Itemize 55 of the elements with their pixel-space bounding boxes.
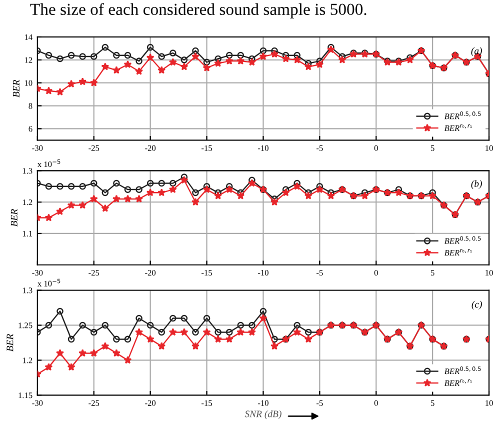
annotation: (c) [472, 300, 482, 310]
legend-label: BER$^{r₀,r₁}$ [444, 379, 472, 386]
x-tick-label: -20 [145, 145, 156, 151]
x-axis-title: SNR (dB) [244, 410, 282, 420]
x-tick-label: -30 [32, 145, 43, 151]
y-axis-title: BER [6, 334, 14, 352]
y-tick-label: 1.25 [18, 322, 32, 328]
x-tick-label: -20 [145, 270, 156, 276]
x-tick-label: -5 [316, 270, 323, 276]
x-tick-label: 5 [430, 145, 434, 151]
legend-label: BER$^{0.5,0.5}$ [444, 112, 481, 120]
legend-label: BER$^{r₀,r₁}$ [444, 124, 472, 131]
legend-label: BER$^{r₀,r₁}$ [444, 249, 472, 256]
x-tick-label: -10 [258, 145, 268, 151]
y-tick-label: 8 [28, 103, 32, 109]
x-tick-label: -15 [202, 400, 212, 406]
x-tick-label: 10 [486, 270, 493, 276]
y-tick-label: 1.3 [22, 168, 32, 174]
x-tick-label: -30 [32, 270, 43, 276]
x-tick-label: -10 [258, 270, 268, 276]
x-tick-label: -25 [88, 145, 100, 151]
legend-label: BER$^{0.5,0.5}$ [444, 366, 481, 374]
y-tick-label: 1.1 [22, 230, 32, 236]
y-tick-label: 14 [24, 34, 32, 40]
y-tick-label: 1.2 [22, 358, 32, 364]
y-axis-title: BER [13, 80, 20, 98]
text: x 10$^{−5}$ [38, 160, 60, 168]
x-tick-label: 10 [486, 400, 493, 406]
legend-label: BER$^{0.5,0.5}$ [444, 236, 481, 244]
x-tick-label: 0 [374, 145, 378, 151]
x-tick-label: -25 [88, 270, 100, 276]
y-tick-label: 1.3 [22, 288, 32, 294]
annotation: (b) [471, 180, 482, 189]
x-tick-label: -20 [145, 400, 156, 406]
y-tick-label: 1.15 [18, 392, 32, 398]
x-tick-label: -30 [32, 400, 43, 406]
y-tick-label: 12 [24, 57, 32, 63]
x-tick-label: 0 [374, 270, 378, 276]
y-tick-label: 10 [24, 80, 32, 86]
x-tick-label: 10 [486, 145, 493, 151]
text: x 10$^{−5}$ [38, 278, 60, 286]
x-tick-label: -5 [316, 400, 323, 406]
x-tick-label: -5 [316, 145, 323, 151]
x-tick-label: -10 [258, 400, 268, 406]
y-tick-label: 1.2 [22, 199, 32, 206]
y-tick-label: 6 [28, 126, 32, 132]
annotation: (a) [471, 47, 482, 56]
x-tick-label: 5 [430, 400, 434, 406]
x-tick-label: -15 [202, 145, 212, 151]
x-tick-label: 0 [374, 400, 378, 406]
x-tick-label: 5 [430, 270, 434, 276]
x-tick-label: -15 [202, 270, 212, 276]
y-axis-title: BER [10, 209, 18, 227]
chart-title: The size of each considered sound sample is 5000. [30, 3, 366, 18]
x-tick-label: -25 [88, 400, 100, 406]
